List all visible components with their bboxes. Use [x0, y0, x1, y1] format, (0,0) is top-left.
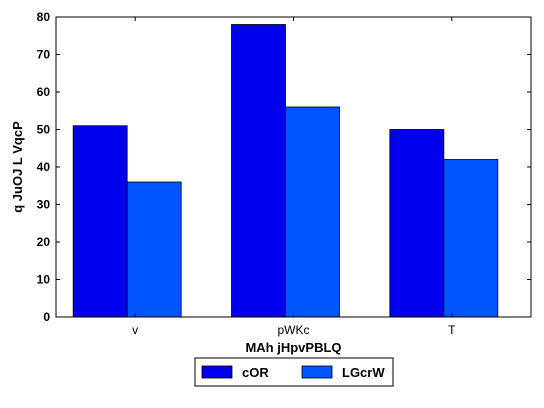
- y-axis-label: q JuOJ L VqcP: [10, 121, 25, 213]
- bar-cOR-T: [389, 129, 445, 318]
- bar-LGcrW-pWKc: [285, 106, 340, 318]
- bars-group: [72, 24, 499, 318]
- y-tick-label: 0: [43, 310, 50, 324]
- y-tick-label: 70: [37, 48, 51, 62]
- y-tick-label: 60: [37, 85, 51, 99]
- bar-LGcrW-v: [126, 181, 182, 318]
- legend-swatch-LGcrW: [301, 365, 333, 379]
- x-axis-ticks: v pWKc T: [132, 17, 456, 337]
- y-tick-label: 50: [37, 123, 51, 137]
- y-tick-label: 30: [37, 198, 51, 212]
- y-tick-label: 10: [37, 273, 51, 287]
- y-tick-label: 80: [37, 10, 51, 24]
- legend: cOR LGcrW: [194, 357, 394, 387]
- legend-label-cOR: cOR: [242, 365, 269, 380]
- bar-cOR-v: [72, 125, 128, 318]
- y-tick-label: 20: [37, 235, 51, 249]
- x-tick-label-T: T: [448, 323, 456, 337]
- legend-label-LGcrW: LGcrW: [342, 365, 385, 380]
- x-axis-label: MAh jHpvPBLQ: [245, 340, 341, 355]
- x-tick-label-v: v: [132, 323, 138, 337]
- bar-cOR-pWKc: [231, 24, 286, 318]
- legend-swatch-cOR: [201, 365, 233, 379]
- x-tick-label-pWKc: pWKc: [277, 323, 309, 337]
- bar-LGcrW-T: [443, 159, 499, 318]
- y-axis-ticks: 0 10 20 30 40 50 60 70 80: [37, 10, 531, 324]
- y-tick-label: 40: [37, 160, 51, 174]
